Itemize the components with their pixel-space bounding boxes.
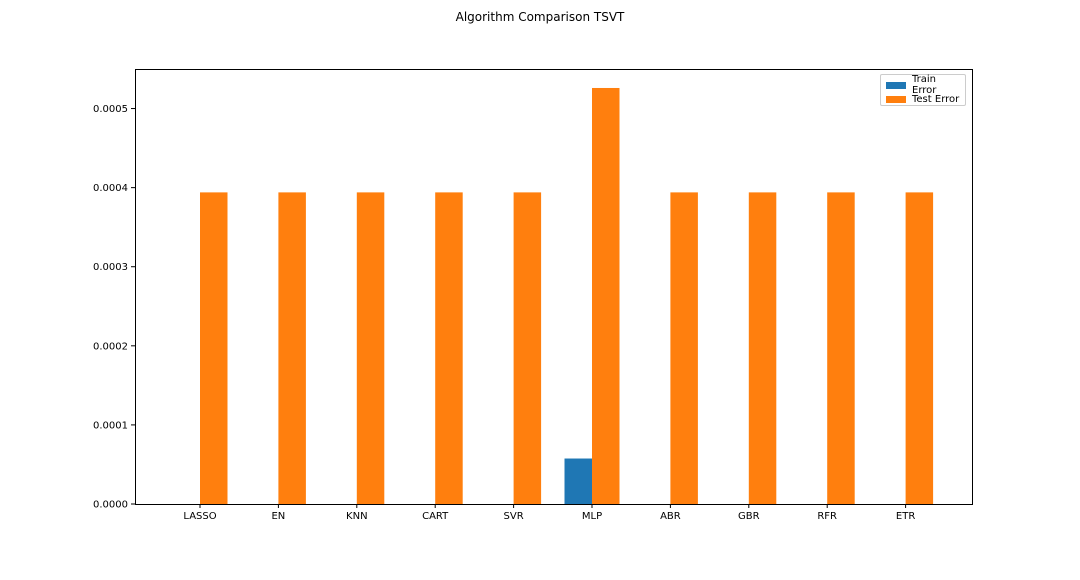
y-tick-label: 0.0005 — [93, 104, 128, 115]
test-error-bar-mlp — [592, 87, 620, 504]
test-error-bar-lasso — [200, 192, 228, 504]
test-error-bar-cart — [435, 192, 463, 504]
chart-title: Algorithm Comparison TSVT — [455, 10, 625, 24]
test-error-bar-knn — [356, 192, 385, 504]
y-tick-label: 0.0000 — [93, 500, 128, 511]
x-tick-label-abr: ABR — [660, 511, 681, 522]
test-error-bar-svr — [513, 192, 542, 504]
legend-label-train: Train Error — [912, 74, 937, 96]
bars-layer — [200, 87, 934, 504]
y-tick-label: 0.0004 — [93, 183, 128, 194]
test-error-bar-abr — [670, 192, 698, 504]
y-tick-label: 0.0002 — [93, 341, 128, 352]
x-tick-label-cart: CART — [422, 511, 449, 522]
x-tick-label-rfr: RFR — [817, 511, 837, 522]
x-tick-label-etr: ETR — [896, 511, 915, 522]
x-tick-label-svr: SVR — [504, 511, 524, 522]
test-error-bar-gbr — [748, 192, 777, 504]
legend-label-test: Test Error — [912, 93, 960, 105]
x-tick-label-gbr: GBR — [738, 511, 760, 522]
x-tick-label-en: EN — [271, 511, 285, 522]
test-error-bar-en — [278, 192, 306, 504]
x-tick-label-lasso: LASSO — [183, 511, 216, 522]
legend-item-train: Train Error — [886, 74, 960, 96]
legend-swatch-train — [886, 81, 906, 89]
x-tick-label-mlp: MLP — [582, 511, 602, 522]
plot-frame — [135, 69, 973, 505]
y-tick-label: 0.0003 — [93, 262, 128, 273]
legend-item-test: Test Error — [886, 92, 960, 106]
y-tick-label: 0.0001 — [93, 420, 128, 431]
test-error-bar-rfr — [827, 192, 855, 504]
legend-swatch-test — [886, 95, 906, 103]
train-error-bar-mlp — [564, 458, 592, 504]
test-error-bar-etr — [905, 192, 934, 504]
x-tick-label-knn: KNN — [346, 511, 368, 522]
axes-layer: 0.0000 0.0001 0.0002 0.0003 0.0004 0.0005 LASS… — [93, 69, 973, 522]
legend: Train Error Test Error — [880, 74, 966, 106]
